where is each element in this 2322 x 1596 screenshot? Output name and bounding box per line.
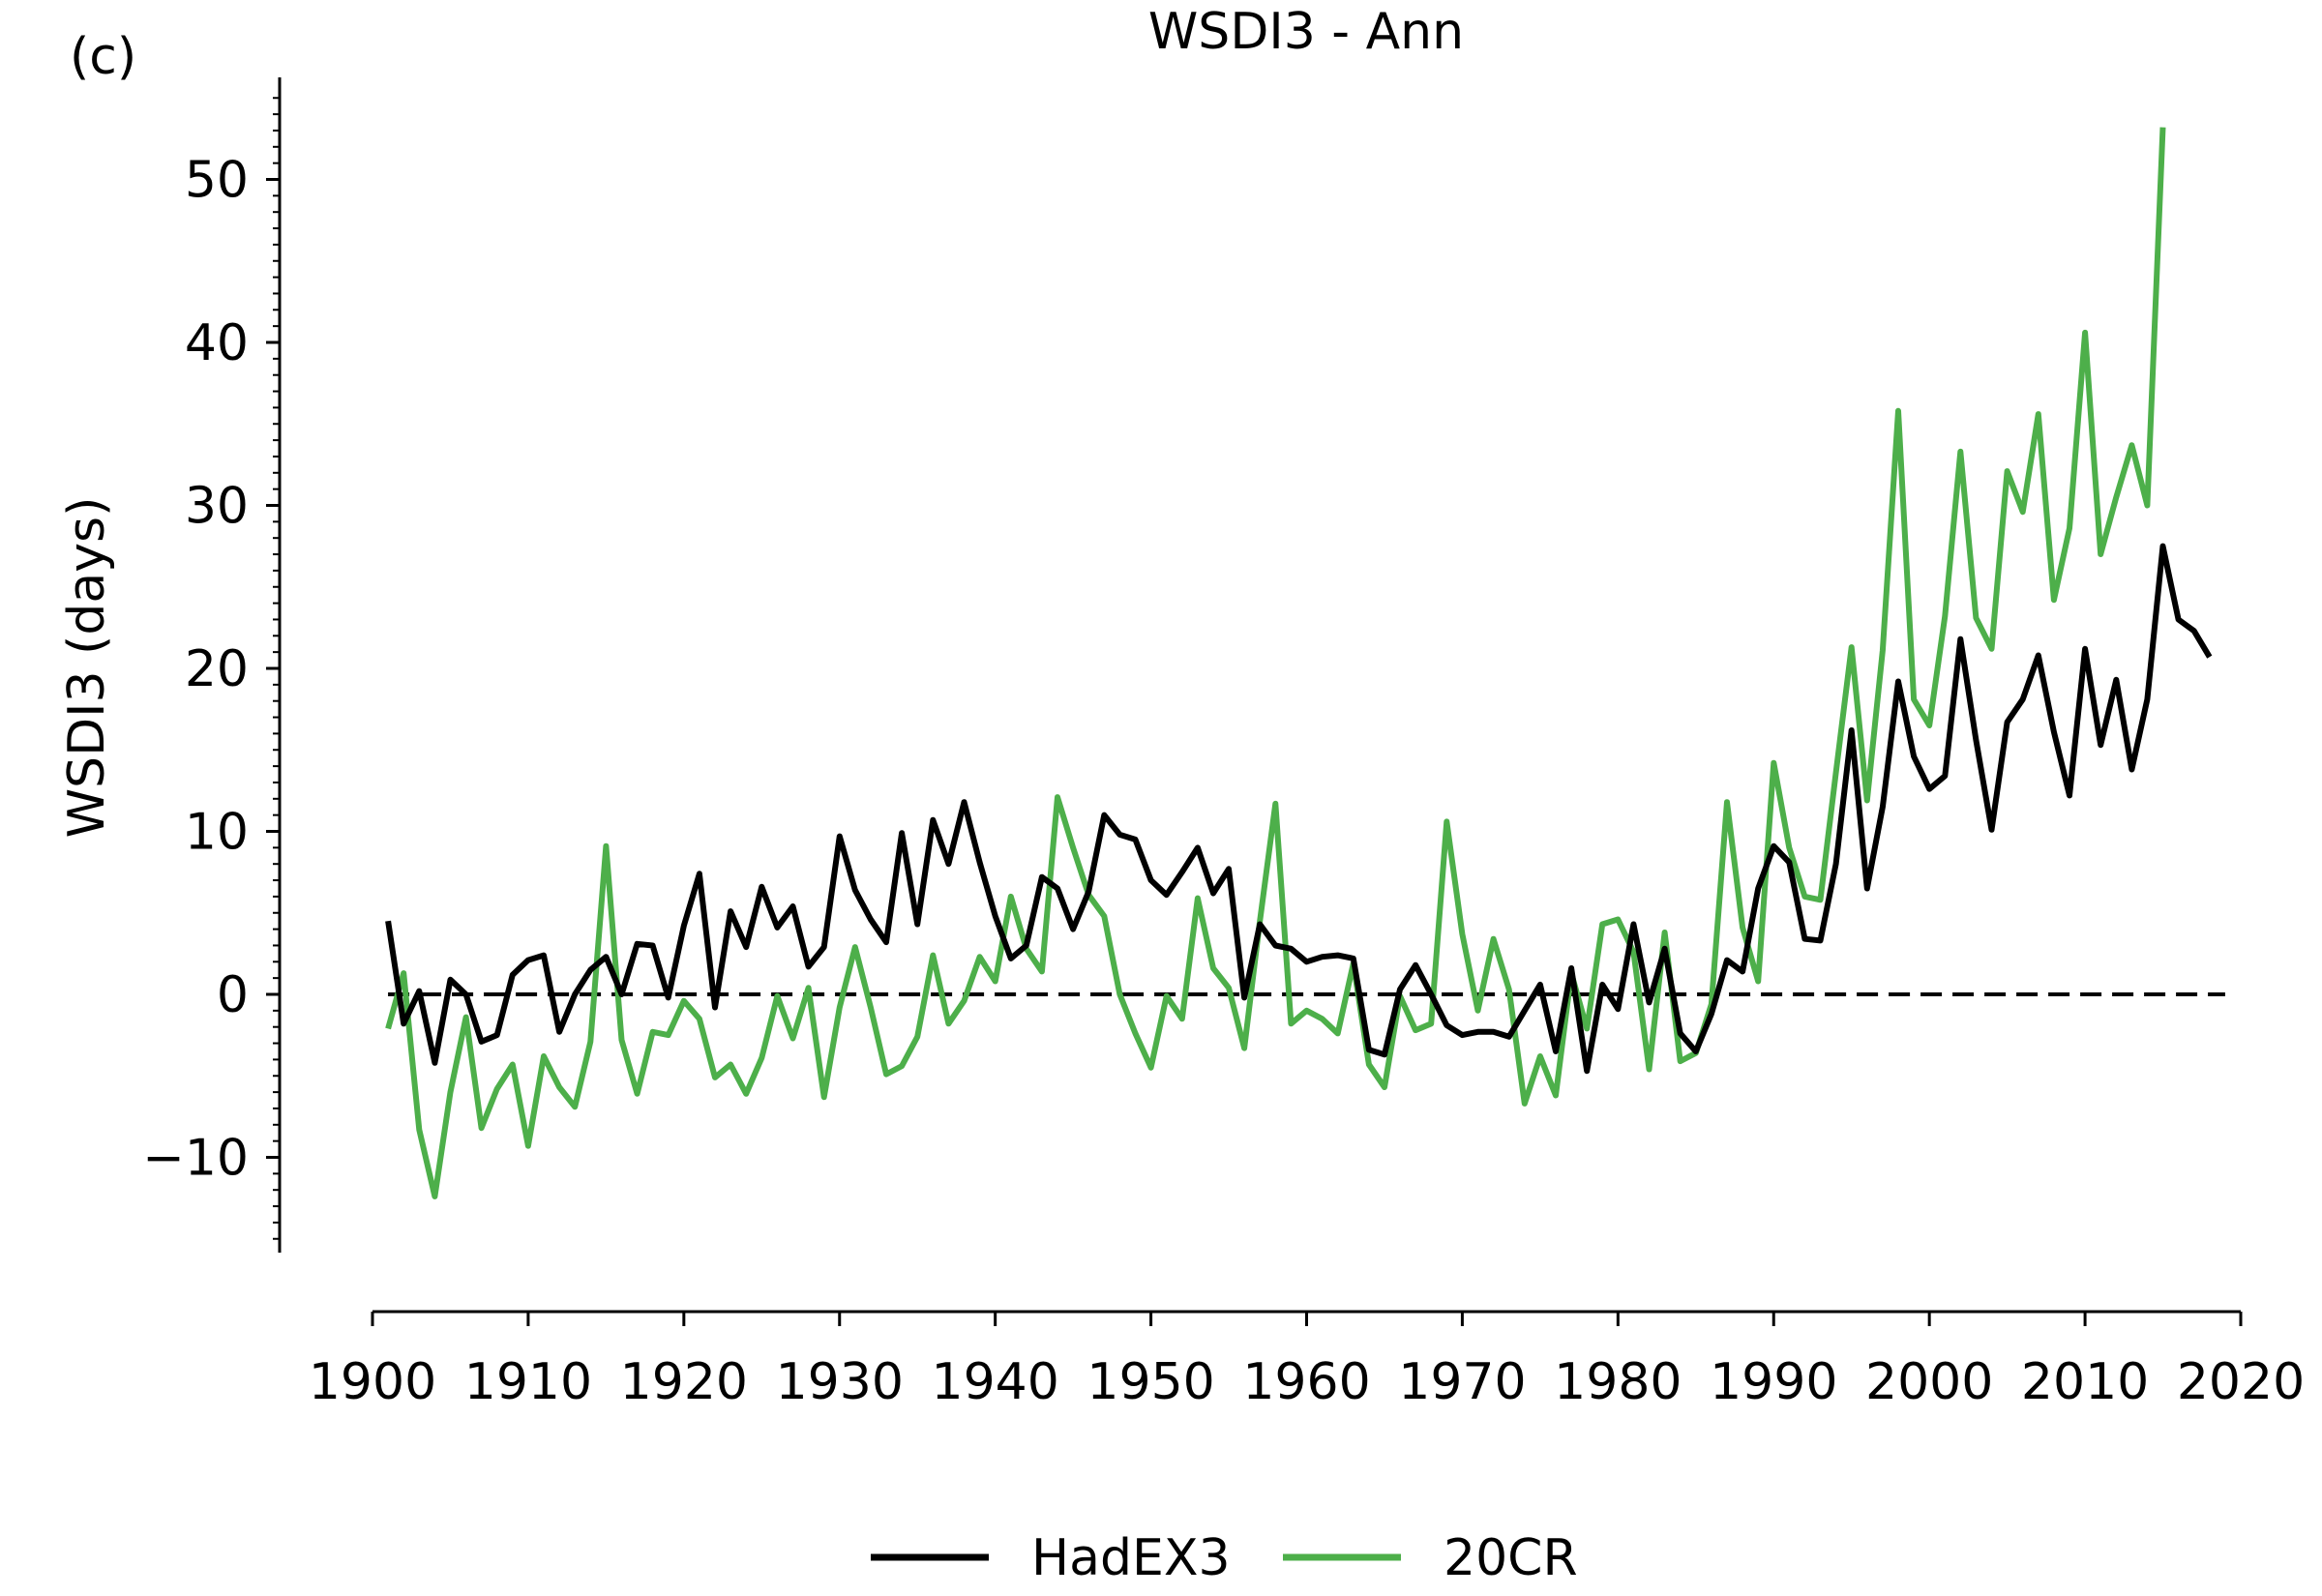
y-tick-label: 40 [185,314,249,372]
x-tick-label: 1920 [620,1353,748,1411]
x-tick-label: 1910 [464,1353,592,1411]
x-axis: 1900 1910 1920 1930 1940 1950 1960 1970 1980 1990… [309,1310,2305,1411]
series-line-hadex3 [385,543,2213,1075]
legend-label-hadex3: HadEX3 [1031,1529,1231,1587]
x-tick-label: 1940 [931,1353,1058,1411]
series-line-20cr [385,127,2166,1199]
x-tick-label: 1970 [1398,1353,1526,1411]
y-tick-label: 50 [185,152,249,210]
x-tick-label: 2000 [1865,1353,1993,1411]
chart-title: WSDI3 - Ann [1148,3,1464,61]
panel-label: (c) [70,28,136,86]
y-tick-label: 30 [185,478,249,536]
y-axis-label: WSDI3 (days) [58,497,116,839]
x-tick-label: 2010 [2021,1353,2149,1411]
x-tick-label: 1980 [1554,1353,1682,1411]
x-tick-label: 1960 [1242,1353,1370,1411]
x-tick-label: 1900 [309,1353,436,1411]
x-tick-label: 1950 [1087,1353,1214,1411]
legend-label-20cr: 20CR [1444,1529,1578,1587]
plot-area [385,127,2225,1199]
y-tick-label: 20 [185,640,249,698]
x-tick-label: 1990 [1710,1353,1837,1411]
y-tick-label: 10 [185,804,249,862]
x-tick-label: 1930 [776,1353,904,1411]
legend: HadEX3 20CR [871,1529,1578,1587]
y-axis: −10 0 10 20 30 40 50 [142,77,282,1253]
y-tick-label: −10 [142,1130,249,1188]
x-tick-label: 2020 [2177,1353,2305,1411]
y-tick-label: 0 [217,966,249,1024]
